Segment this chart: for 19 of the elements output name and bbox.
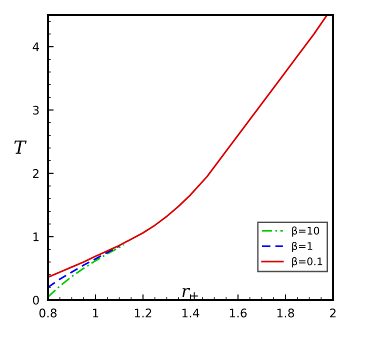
legend-label: β=1 (292, 242, 312, 252)
y-tick-label: 0 (32, 296, 39, 305)
legend-label: β=10 (292, 226, 320, 237)
x-tick-label: 2 (330, 308, 336, 318)
line-series (48, 245, 120, 288)
y-tick-label: 3 (33, 106, 39, 115)
x-tick-label: 1.8 (277, 308, 294, 318)
x-tick-label: 1 (93, 308, 98, 318)
y-axis-title: T (14, 140, 27, 154)
legend-label: β=0.1 (292, 257, 322, 268)
y-tick-label: 4 (32, 42, 40, 52)
y-tick-label: 1 (33, 232, 39, 242)
x-tick-label: 1.6 (230, 308, 247, 318)
x-tick-label: 1.4 (182, 308, 200, 318)
line-series (48, 15, 328, 278)
y-tick-label: 2 (33, 169, 38, 178)
x-tick-label: 1.2 (134, 308, 152, 318)
x-tick-label: 0.8 (39, 308, 57, 318)
line-series (48, 244, 125, 298)
